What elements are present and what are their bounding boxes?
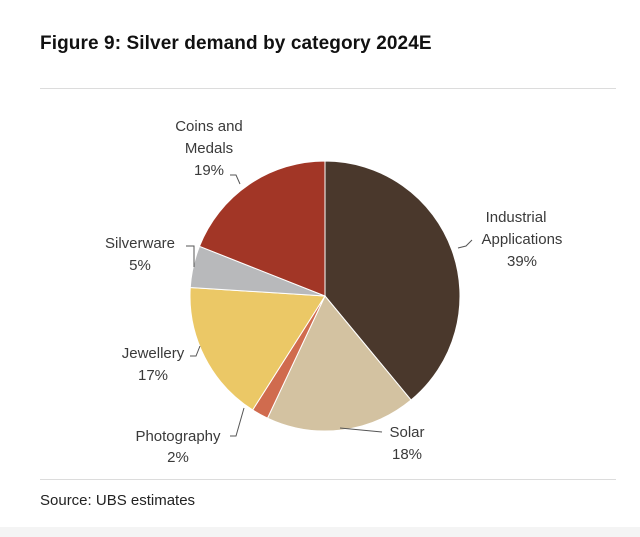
- top-divider: [40, 88, 616, 89]
- pie-slice-coins-and-medals: [198, 160, 326, 297]
- pie-slice-industrial-applications: [324, 160, 461, 401]
- source-note: Source: UBS estimates: [40, 492, 196, 509]
- leader-lines: [186, 174, 473, 437]
- slice-label: Photography: [135, 428, 221, 445]
- pie-slice-jewellery: [189, 286, 326, 411]
- slice-label: Jewellery: [122, 345, 185, 362]
- leader-line-solar: [339, 427, 383, 433]
- slice-label: Solar: [389, 424, 424, 441]
- bottom-divider: [40, 479, 616, 480]
- slice-labels: Industrial Applications 39% Solar 18% Photogr…: [105, 118, 562, 466]
- slice-value-label: 19%: [194, 162, 224, 179]
- figure-title: Figure 9: Silver demand by category 2024…: [40, 33, 432, 54]
- slice-value-label: 5%: [129, 257, 151, 274]
- leader-line-industrial-applications: [457, 239, 473, 249]
- slice-label: Medals: [185, 140, 233, 157]
- slice-label: Industrial: [486, 209, 547, 226]
- leader-line-silverware: [186, 245, 195, 267]
- footer-band: [0, 527, 640, 537]
- slice-label: Applications: [482, 231, 563, 248]
- pie-slice-solar: [266, 295, 412, 432]
- leader-line-coins-and-medals: [230, 174, 241, 185]
- slice-label: Silverware: [105, 235, 175, 252]
- slice-value-label: 2%: [167, 449, 189, 466]
- pie-slices: [189, 160, 461, 432]
- leader-line-photography: [230, 407, 245, 437]
- slice-value-label: 39%: [507, 253, 537, 270]
- leader-line-jewellery: [190, 345, 201, 357]
- slice-label: Coins and: [175, 118, 243, 135]
- slice-value-label: 17%: [138, 367, 168, 384]
- slice-value-label: 18%: [392, 446, 422, 463]
